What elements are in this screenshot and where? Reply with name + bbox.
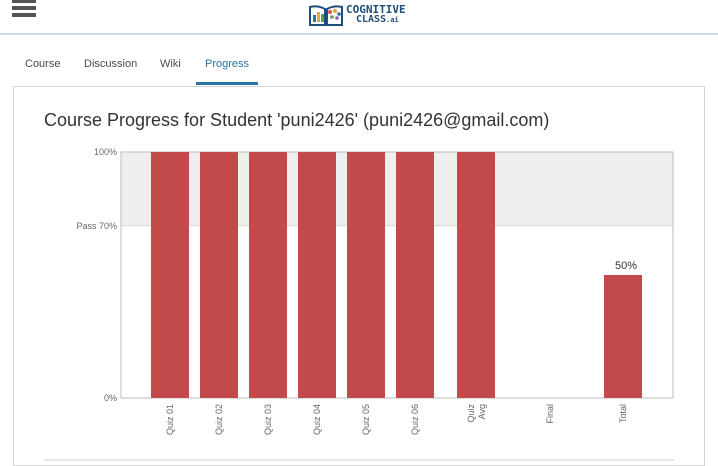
page-title: Course Progress for Student 'puni2426' (… (44, 110, 550, 130)
tab-discussion[interactable]: Discussion (84, 58, 138, 70)
bar-quiz-02 (200, 152, 238, 398)
x-tick-label-group: Quiz 03 (263, 404, 273, 435)
x-tick-label-group: Quiz 01 (165, 404, 175, 435)
x-tick-label: Total (618, 404, 628, 423)
logo-line-1: COGNITIVE (346, 3, 406, 16)
bar-quiz-01 (151, 152, 189, 398)
x-tick-label-group: Total (618, 404, 628, 423)
active-tab-indicator (196, 82, 258, 85)
course-tabs: Course Discussion Wiki Progress (0, 54, 718, 86)
bar-quiz-03 (249, 152, 287, 398)
y-tick-label: 100% (94, 147, 117, 157)
top-header: COGNITIVE CLASS.ai (0, 0, 718, 35)
bar-quiz-06 (396, 152, 434, 398)
hamburger-menu-icon[interactable] (12, 0, 36, 19)
x-tick-label-group: Quiz 05 (361, 404, 371, 435)
x-tick-label-group: Quiz 02 (214, 404, 224, 435)
tab-course[interactable]: Course (25, 58, 61, 70)
x-tick-label: Quiz 02 (214, 404, 224, 435)
x-tick-label: Quiz 06 (410, 404, 420, 435)
x-tick-label: Quiz 05 (361, 404, 371, 435)
x-tick-label-group: Quiz 06 (410, 404, 420, 435)
y-tick-label: Pass 70% (76, 221, 117, 231)
divider (44, 459, 674, 461)
x-tick-label: Quiz 01 (165, 404, 175, 435)
bar-quiz-05 (347, 152, 385, 398)
x-tick-label-group: Quiz Avg (466, 404, 487, 423)
y-tick-label: 0% (104, 393, 117, 403)
x-tick-label: Quiz 03 (263, 404, 273, 435)
tab-wiki[interactable]: Wiki (160, 58, 181, 70)
logo-suffix: .ai (386, 16, 399, 24)
bar-quiz-04 (298, 152, 336, 398)
book-logo-icon (309, 5, 343, 26)
x-tick-label: Final (545, 404, 555, 424)
cognitive-class-logo[interactable]: COGNITIVE CLASS.ai (308, 2, 406, 28)
x-tick-label: Quiz 04 (312, 404, 322, 435)
logo-line-2: CLASS (356, 14, 387, 25)
bar-data-label: 50% (615, 260, 637, 272)
x-tick-label: Quiz (466, 404, 476, 423)
x-tick-label: Avg (477, 404, 487, 419)
x-tick-label-group: Quiz 04 (312, 404, 322, 435)
bar-total (604, 275, 642, 398)
tab-progress[interactable]: Progress (205, 58, 250, 70)
logo-text: COGNITIVE CLASS.ai (346, 3, 406, 25)
bar-quiz-avg (457, 152, 495, 398)
x-tick-label-group: Final (545, 404, 555, 424)
